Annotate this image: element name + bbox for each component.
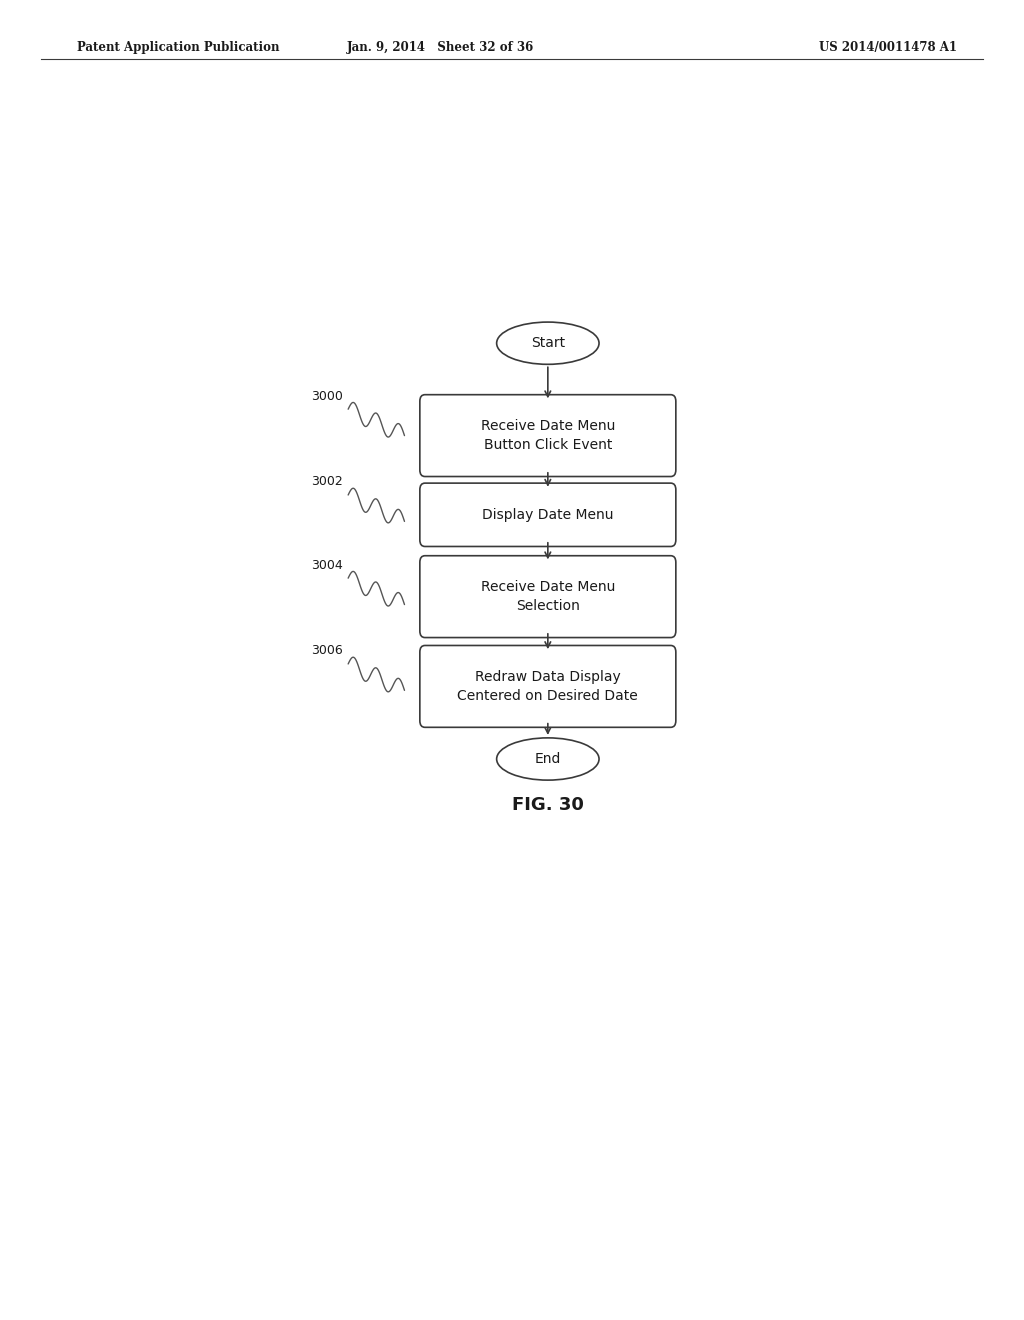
FancyBboxPatch shape — [420, 395, 676, 477]
Text: 3006: 3006 — [311, 644, 343, 657]
FancyBboxPatch shape — [420, 556, 676, 638]
FancyBboxPatch shape — [420, 645, 676, 727]
Ellipse shape — [497, 322, 599, 364]
Text: Receive Date Menu
Button Click Event: Receive Date Menu Button Click Event — [480, 420, 615, 451]
Text: FIG. 30: FIG. 30 — [512, 796, 584, 814]
Text: Start: Start — [530, 337, 565, 350]
Text: Receive Date Menu
Selection: Receive Date Menu Selection — [480, 581, 615, 612]
Text: 3004: 3004 — [311, 558, 343, 572]
Text: US 2014/0011478 A1: US 2014/0011478 A1 — [819, 41, 957, 54]
Text: Display Date Menu: Display Date Menu — [482, 508, 613, 521]
Text: Redraw Data Display
Centered on Desired Date: Redraw Data Display Centered on Desired … — [458, 671, 638, 702]
Text: 3002: 3002 — [311, 475, 343, 488]
Text: End: End — [535, 752, 561, 766]
Ellipse shape — [497, 738, 599, 780]
FancyBboxPatch shape — [420, 483, 676, 546]
Text: 3000: 3000 — [311, 389, 343, 403]
Text: Patent Application Publication: Patent Application Publication — [77, 41, 280, 54]
Text: Jan. 9, 2014   Sheet 32 of 36: Jan. 9, 2014 Sheet 32 of 36 — [347, 41, 534, 54]
